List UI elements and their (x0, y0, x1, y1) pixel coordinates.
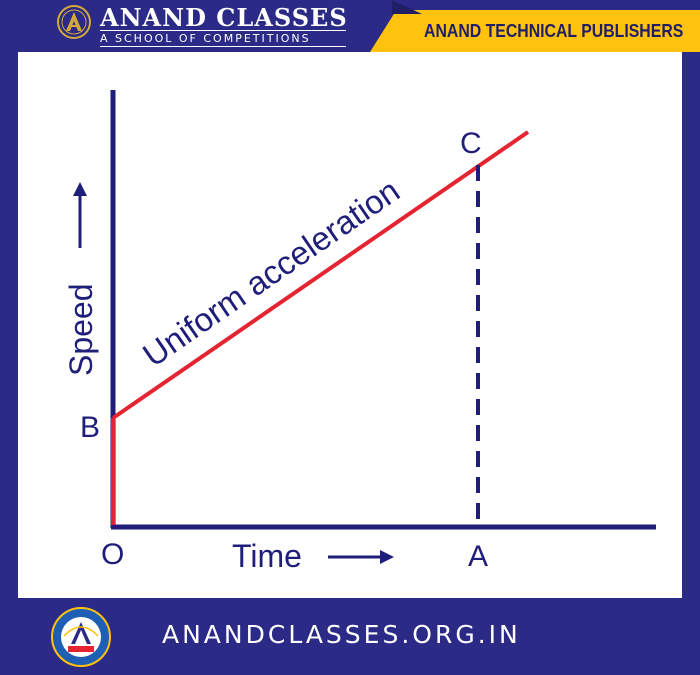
y-axis-label: Speed (63, 283, 99, 376)
footer-banner: ANANDCLASSES.ORG.IN (0, 598, 700, 675)
brand-title: ANAND CLASSES (100, 3, 348, 32)
point-label-o: O (101, 538, 124, 571)
point-label-b: B (80, 411, 100, 444)
header-banner: ANAND CLASSES A SCHOOL OF COMPETITIONS A… (0, 0, 700, 52)
publisher-name: ANAND TECHNICAL PUBLISHERS (424, 21, 684, 41)
y-axis-arrow-icon (73, 182, 87, 248)
content-area: O B C A Time Speed Uniform acceleration (18, 52, 682, 598)
point-label-a: A (468, 540, 488, 573)
website-url: ANANDCLASSES.ORG.IN (162, 620, 521, 649)
brand-subtitle: A SCHOOL OF COMPETITIONS (100, 32, 311, 45)
acceleration-line (111, 130, 530, 420)
x-axis-label: Time (232, 538, 302, 574)
brand-divider (100, 30, 346, 31)
brand-divider-bottom (100, 46, 346, 47)
brand-logo-icon (57, 5, 91, 39)
point-label-c: C (460, 127, 482, 160)
speed-time-graph: O B C A Time Speed Uniform acceleration (63, 90, 656, 574)
acceleration-label: Uniform acceleration (136, 171, 406, 373)
header-right-panel (370, 10, 700, 52)
footer-seal-icon (51, 607, 111, 667)
x-axis-arrow-icon (328, 550, 394, 564)
